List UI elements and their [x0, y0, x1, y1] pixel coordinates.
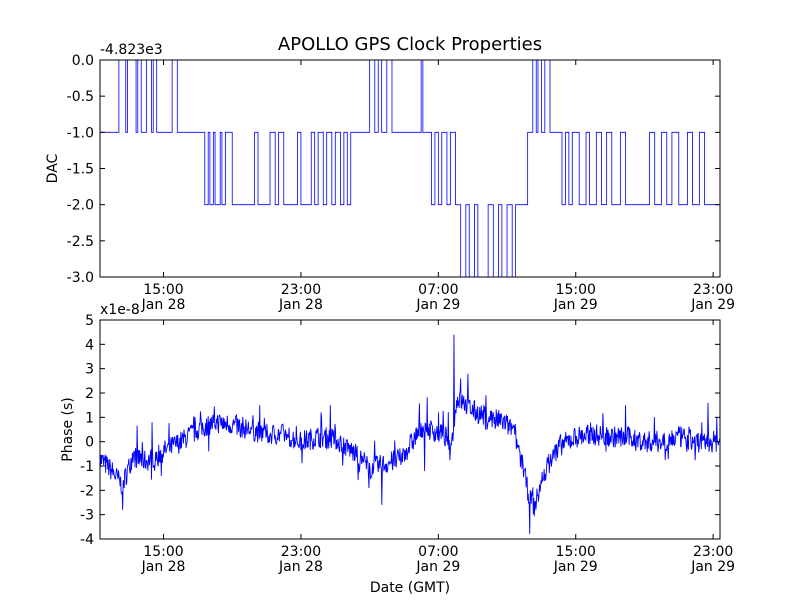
y-tick-label: 3 — [85, 362, 94, 378]
x-tick-label-date: Jan 29 — [553, 297, 598, 313]
x-tick-label-date: Jan 29 — [415, 559, 460, 575]
y-tick-label: 0.0 — [72, 53, 94, 69]
x-tick-label-time: 23:00 — [281, 544, 321, 560]
y-tick-label: -1 — [80, 459, 94, 475]
x-tick-label-date: Jan 29 — [690, 297, 735, 313]
x-tick-label-date: Jan 29 — [690, 559, 735, 575]
x-tick-label-date: Jan 28 — [141, 559, 186, 575]
y-tick-label: 4 — [85, 337, 94, 353]
y-tick-label: 5 — [85, 313, 94, 329]
y-tick-label: -4 — [80, 532, 94, 548]
x-tick-label-date: Jan 28 — [278, 559, 323, 575]
y-scale-label: x1e-8 — [100, 302, 140, 318]
x-tick-label-time: 15:00 — [556, 544, 596, 560]
y-tick-label: -2.0 — [67, 198, 94, 214]
y-tick-label: -3 — [80, 508, 94, 524]
x-tick-label-date: Jan 29 — [415, 297, 460, 313]
y-tick-label: -3.0 — [67, 270, 94, 286]
y-tick-label: -2.5 — [67, 234, 94, 250]
x-tick-label-time: 15:00 — [143, 282, 183, 298]
y-tick-label: -1.0 — [67, 125, 94, 141]
x-tick-label-time: 07:00 — [418, 544, 458, 560]
figure-canvas: APOLLO GPS Clock Properties 0.0 -0.5 -1.0 -… — [0, 0, 800, 600]
x-tick-label-time: 23:00 — [281, 282, 321, 298]
y-axis-label: Phase (s) — [60, 397, 76, 461]
y-tick-label: 1 — [85, 410, 94, 426]
x-axis-label: Date (GMT) — [370, 580, 450, 596]
y-tick-label: 0 — [85, 435, 94, 451]
figure-background — [0, 0, 800, 600]
x-tick-label-date: Jan 28 — [141, 297, 186, 313]
x-tick-label-time: 15:00 — [556, 282, 596, 298]
y-tick-label: 2 — [85, 386, 94, 402]
x-tick-label-time: 23:00 — [693, 282, 733, 298]
y-tick-label: -0.5 — [67, 89, 94, 105]
y-tick-label: -2 — [80, 483, 94, 499]
x-tick-label-date: Jan 28 — [278, 297, 323, 313]
x-tick-label-time: 23:00 — [693, 544, 733, 560]
y-axis-label: DAC — [45, 153, 61, 183]
y-offset-label: -4.823e3 — [100, 42, 163, 58]
y-tick-label: -1.5 — [67, 162, 94, 178]
x-tick-label-time: 15:00 — [143, 544, 183, 560]
figure-title: APOLLO GPS Clock Properties — [278, 34, 542, 55]
x-tick-label-date: Jan 29 — [553, 559, 598, 575]
x-tick-label-time: 07:00 — [418, 282, 458, 298]
